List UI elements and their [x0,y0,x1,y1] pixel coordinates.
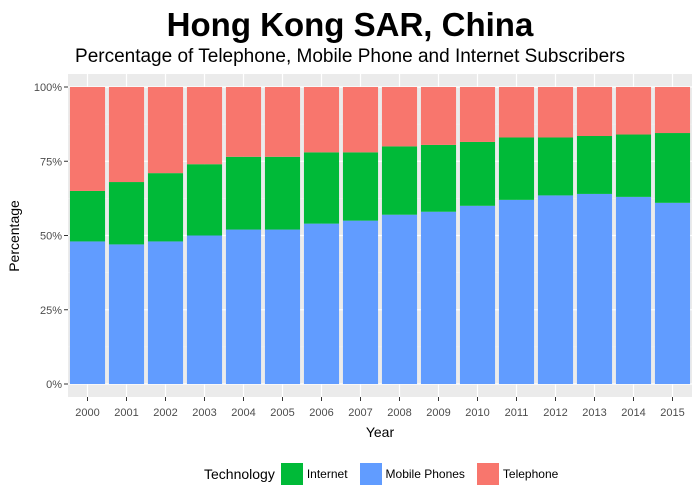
bar-internet-2004 [225,156,262,230]
bar-telephone-2003 [186,87,223,165]
x-tick-label: 2005 [270,407,294,419]
bar-mobile-phones-2004 [225,229,262,384]
x-tick-label: 2000 [75,407,99,419]
y-tick-label: 75% [40,156,62,168]
bar-mobile-phones-2000 [69,241,106,384]
bar-internet-2012 [537,137,574,196]
bar-mobile-phones-2003 [186,235,223,384]
legend-item-internet: Internet [280,463,348,485]
bar-mobile-phones-2002 [147,241,184,384]
bar-internet-2005 [264,156,301,230]
legend-label: Mobile Phones [385,467,465,481]
legend: Technology Internet Mobile Phones Telephon… [204,460,570,488]
bar-telephone-2002 [147,87,184,174]
bar-telephone-2012 [537,87,574,138]
bar-telephone-2008 [381,87,418,147]
x-axis: 2000 2001 2002 2003 2004 2005 2006 2007 2008 2009… [75,397,685,419]
x-tick-label: 2013 [582,407,606,419]
x-tick-label: 2011 [505,407,529,419]
y-axis-label: Percentage [6,200,22,272]
bar-internet-2015 [654,133,691,203]
bar-internet-2010 [459,141,496,206]
x-tick-label: 2009 [426,407,450,419]
legend-label: Telephone [502,467,559,481]
bar-mobile-phones-2009 [420,211,457,384]
y-tick-label: 50% [40,231,62,243]
x-tick-label: 2010 [465,407,489,419]
bar-internet-2007 [342,152,379,221]
x-tick-label: 2004 [231,407,255,419]
bar-telephone-2013 [576,87,613,137]
bar-telephone-2007 [342,87,379,153]
bar-telephone-2009 [420,87,457,145]
legend-key [359,463,382,485]
bar-telephone-2000 [69,87,106,191]
bar-mobile-phones-2012 [537,195,574,384]
bar-telephone-2004 [225,87,262,157]
x-tick-label: 2007 [348,407,372,419]
legend-item-telephone: Telephone [476,463,559,485]
legend-key [476,463,499,485]
bar-internet-2002 [147,173,184,242]
bar-telephone-2006 [303,87,340,153]
stacked-bar-chart: 0% 25% 50% 75% 100% 2000 2001 2002 2003 2004 2005… [6,74,692,440]
bar-internet-2001 [108,182,145,245]
y-tick-label: 0% [46,379,62,391]
x-tick-label: 2015 [660,407,684,419]
x-tick-label: 2012 [543,407,567,419]
legend-label: Internet [306,467,348,481]
bar-internet-2008 [381,146,418,215]
bar-mobile-phones-2001 [108,244,145,384]
x-tick-label: 2008 [387,407,411,419]
bars [69,87,691,384]
bar-mobile-phones-2015 [654,202,691,384]
bar-telephone-2005 [264,87,301,157]
y-tick-label: 100% [34,82,62,94]
legend-title: Technology [204,466,275,482]
y-axis: 0% 25% 50% 75% 100% [34,82,68,391]
legend-item-mobile-phones: Mobile Phones [359,463,465,485]
bar-mobile-phones-2011 [498,199,535,384]
bar-telephone-2001 [108,87,145,183]
bar-mobile-phones-2014 [615,196,652,384]
bar-mobile-phones-2006 [303,223,340,384]
bar-mobile-phones-2005 [264,229,301,384]
bar-internet-2009 [420,144,457,212]
bar-internet-2000 [69,190,106,242]
bar-telephone-2015 [654,87,691,134]
x-tick-label: 2002 [153,407,177,419]
y-tick-label: 25% [40,305,62,317]
bar-mobile-phones-2010 [459,205,496,384]
x-axis-label: Year [366,424,395,440]
bar-mobile-phones-2013 [576,193,613,384]
legend-items: Internet Mobile Phones Telephone [280,463,570,485]
bar-telephone-2014 [615,87,652,135]
x-tick-label: 2014 [621,407,645,419]
bar-telephone-2010 [459,87,496,142]
legend-key [280,463,303,485]
bar-internet-2014 [615,134,652,197]
chart-subtitle: Percentage of Telephone, Mobile Phone an… [75,46,625,67]
x-tick-label: 2003 [192,407,216,419]
bar-internet-2011 [498,137,535,200]
bar-internet-2006 [303,152,340,224]
bar-mobile-phones-2007 [342,220,379,384]
bar-mobile-phones-2008 [381,214,418,384]
x-tick-label: 2001 [114,407,138,419]
x-tick-label: 2006 [309,407,333,419]
chart-title: Hong Kong SAR, China [166,6,534,43]
bar-telephone-2011 [498,87,535,138]
bar-internet-2013 [576,136,613,194]
bar-internet-2003 [186,164,223,236]
